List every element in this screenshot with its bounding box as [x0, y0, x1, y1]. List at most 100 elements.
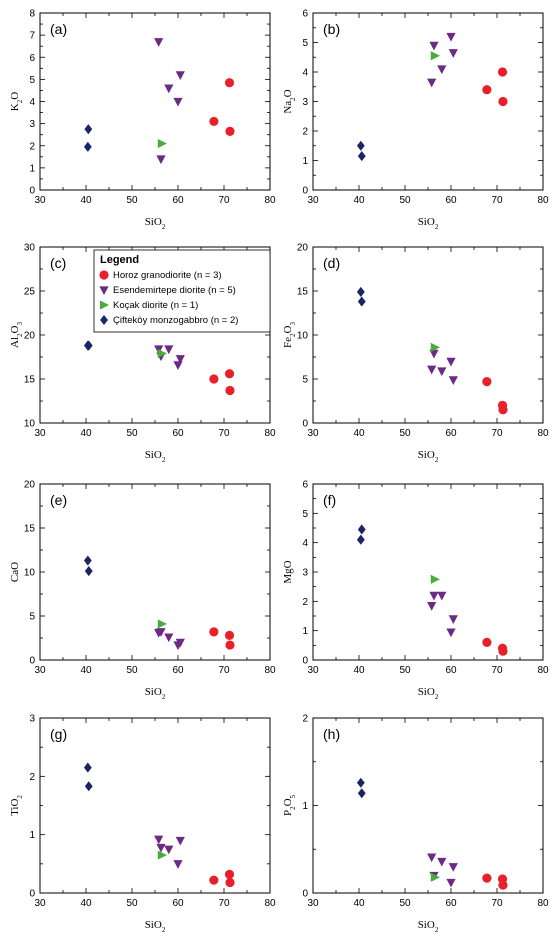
- data-point: [497, 67, 508, 77]
- y-tick-label: 5: [302, 375, 308, 386]
- y-tick-label: 3: [302, 568, 308, 579]
- data-point: [498, 880, 508, 890]
- y-tick-label: 20: [24, 331, 36, 342]
- x-tick-label: 70: [491, 428, 503, 439]
- x-tick-label: 70: [491, 195, 503, 206]
- x-axis-label-part: SiO: [418, 216, 435, 228]
- data-point: [427, 78, 437, 88]
- data-point: [437, 367, 447, 377]
- x-axis-label-part: 2: [435, 926, 439, 934]
- plot-frame: [312, 717, 544, 894]
- legend-marker: [99, 286, 109, 296]
- y-axis-label-part: 5: [289, 794, 297, 798]
- y-axis-label-part: P: [282, 810, 294, 816]
- data-point: [173, 860, 183, 869]
- x-tick-label: 60: [445, 195, 457, 206]
- x-axis-label: SiO2: [145, 919, 166, 934]
- data-point: [482, 637, 492, 648]
- y-tick-label: 6: [302, 480, 308, 491]
- x-axis-label-part: 2: [435, 693, 439, 701]
- data-point: [84, 340, 93, 351]
- panel-label: (a): [50, 21, 67, 37]
- x-axis-label-part: 2: [162, 693, 166, 701]
- y-axis-label-part: Al: [9, 337, 21, 348]
- y-tick-label: 2: [302, 127, 308, 138]
- y-axis-label-part: MgO: [282, 560, 294, 583]
- data-point: [356, 140, 365, 151]
- x-tick-label: 30: [307, 195, 319, 206]
- data-point: [357, 151, 366, 162]
- data-point: [427, 365, 437, 375]
- y-tick-label: 2: [302, 597, 308, 608]
- plot-frame: [39, 483, 271, 661]
- x-axis-label-part: 2: [435, 456, 439, 464]
- y-tick-label: 5: [29, 612, 35, 623]
- data-point: [357, 524, 366, 535]
- data-point: [84, 781, 93, 792]
- data-point: [356, 534, 365, 545]
- y-tick-label: 3: [29, 119, 35, 130]
- x-axis-label: SiO2: [418, 919, 439, 934]
- x-tick-label: 50: [399, 665, 411, 676]
- plot-frame: [312, 12, 544, 191]
- x-tick-label: 80: [537, 195, 549, 206]
- x-axis-label-part: 2: [435, 223, 439, 231]
- y-axis-label: CaO: [9, 562, 21, 582]
- data-point: [173, 361, 183, 370]
- data-point: [164, 845, 174, 855]
- legend-entry-label: Horoz granodiorite (n = 3): [113, 270, 222, 281]
- data-point: [175, 638, 185, 648]
- legend-marker: [99, 270, 109, 280]
- y-tick-label: 6: [302, 9, 308, 20]
- x-tick-label: 30: [307, 665, 319, 676]
- plot-frame: [312, 483, 544, 661]
- y-tick-label: 0: [302, 656, 308, 667]
- data-point: [175, 836, 185, 846]
- y-tick-label: 3: [29, 714, 35, 725]
- x-tick-label: 50: [399, 898, 411, 909]
- y-axis-label-part: 2: [289, 806, 297, 810]
- y-tick-label: 0: [302, 889, 308, 900]
- y-tick-label: 2: [29, 772, 35, 783]
- data-point: [83, 555, 92, 566]
- legend-entry-label: Esendemirtepe diorite (n = 5): [113, 285, 236, 296]
- x-axis-label-part: 2: [162, 926, 166, 934]
- data-point: [437, 65, 447, 75]
- data-point: [83, 141, 92, 152]
- data-point: [498, 405, 508, 415]
- data-point: [448, 376, 458, 385]
- x-axis-label: SiO2: [418, 216, 439, 231]
- y-tick-label: 10: [24, 419, 36, 430]
- data-point: [209, 627, 219, 637]
- y-tick-label: 1: [302, 801, 308, 812]
- y-tick-label: 20: [24, 480, 36, 491]
- y-tick-label: 15: [24, 375, 36, 386]
- data-point: [164, 345, 174, 355]
- y-tick-label: 10: [297, 331, 309, 342]
- x-tick-label: 80: [537, 428, 549, 439]
- data-point: [356, 286, 365, 297]
- legend-box: [93, 249, 271, 333]
- x-tick-label: 70: [218, 898, 230, 909]
- y-tick-label: 4: [302, 538, 308, 549]
- y-axis-label-part: Na: [282, 101, 294, 114]
- y-tick-label: 20: [297, 243, 309, 254]
- data-point: [157, 619, 167, 629]
- x-axis-label: SiO2: [145, 449, 166, 464]
- x-tick-label: 60: [445, 428, 457, 439]
- y-axis-label-part: O: [9, 92, 21, 100]
- legend-marker: [99, 300, 110, 310]
- y-tick-label: 0: [302, 419, 308, 430]
- y-tick-label: 0: [29, 656, 35, 667]
- data-point: [84, 566, 93, 577]
- data-point: [209, 374, 219, 384]
- y-tick-label: 15: [297, 287, 309, 298]
- y-tick-label: 1: [302, 626, 308, 637]
- x-tick-label: 60: [172, 898, 184, 909]
- data-point: [446, 628, 456, 638]
- data-point: [482, 85, 492, 95]
